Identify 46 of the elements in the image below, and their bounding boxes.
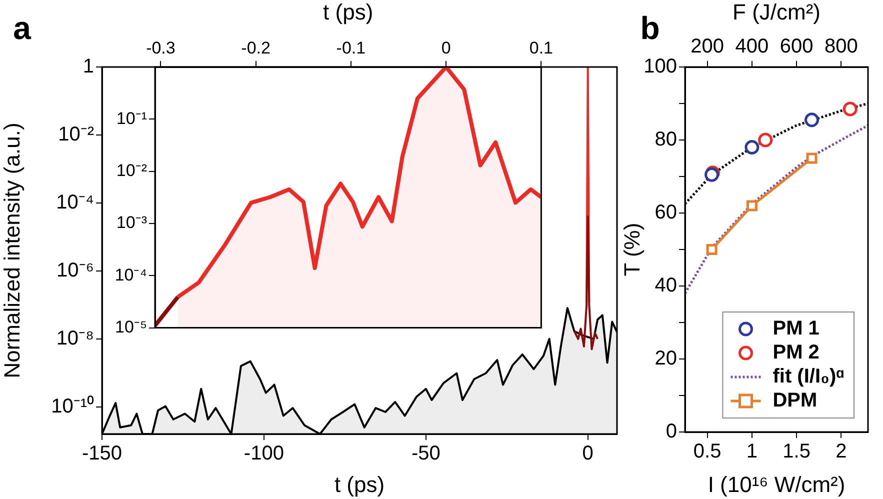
- y-tick-label: 1: [82, 56, 94, 78]
- x-tick-label: 0: [441, 38, 451, 58]
- y-tick-label: 60: [654, 202, 677, 224]
- legend-label: PM 1: [772, 318, 820, 340]
- y-tick-label: 10⁻¹: [116, 108, 148, 128]
- x-axis-title: I (10¹⁶ W/cm²): [708, 472, 846, 497]
- x-axis-title: t (ps): [323, 0, 374, 24]
- x-tick-label: -0.2: [241, 38, 270, 58]
- x2-tick-label: 400: [735, 36, 769, 58]
- x2-tick-label: 800: [824, 36, 858, 58]
- y-tick-label: 40: [654, 274, 677, 297]
- x-tick-label: 0.1: [529, 38, 554, 58]
- x-tick-label: -0.3: [146, 38, 176, 58]
- y-axis-title: Normalized intensity (a.u.): [0, 122, 24, 378]
- y-tick-label: 10⁻⁸: [56, 327, 94, 350]
- x-tick-label: 2: [836, 440, 847, 463]
- y-tick-label: 10⁻¹⁰: [51, 394, 94, 418]
- y-tick-label: 10⁻²: [58, 124, 94, 146]
- y-tick-label: 100: [644, 56, 677, 78]
- x-tick-label: -0.1: [336, 38, 366, 58]
- x-tick-label: -100: [244, 442, 284, 465]
- y-tick-label: 80: [654, 128, 677, 151]
- y-axis-title: T (%): [619, 222, 644, 276]
- x-axis-title: t (ps): [334, 472, 385, 497]
- y-tick-label: 10⁻⁴: [114, 265, 147, 284]
- legend-label: fit (I/I₀)ᵅ: [772, 366, 844, 388]
- x2-tick-label: 600: [780, 36, 814, 58]
- legend-label: DPM: [772, 390, 818, 412]
- x-tick-label: 0.5: [693, 440, 722, 463]
- legend-label: PM 2: [772, 342, 820, 364]
- y-tick-label: 0: [666, 420, 677, 443]
- y-tick-label: 10⁻³: [116, 213, 148, 232]
- x-tick-label: 1: [746, 440, 758, 463]
- y-tick-label: 10⁻²: [116, 161, 148, 180]
- y-tick-label: 10⁻⁴: [56, 191, 94, 214]
- text: a: [13, 10, 32, 46]
- y-tick-label: 10⁻⁶: [56, 259, 94, 282]
- x-tick-label: 0: [582, 442, 594, 465]
- x-tick-label: -150: [82, 442, 122, 465]
- text: b: [640, 10, 660, 46]
- y-tick-label: 10⁻⁵: [115, 317, 147, 336]
- y-tick-label: 20: [654, 348, 677, 370]
- x2-axis-title: F (J/cm²): [732, 0, 820, 24]
- x-tick-label: 1.5: [782, 440, 810, 463]
- x2-tick-label: 200: [690, 36, 724, 58]
- x-tick-label: -50: [411, 442, 440, 465]
